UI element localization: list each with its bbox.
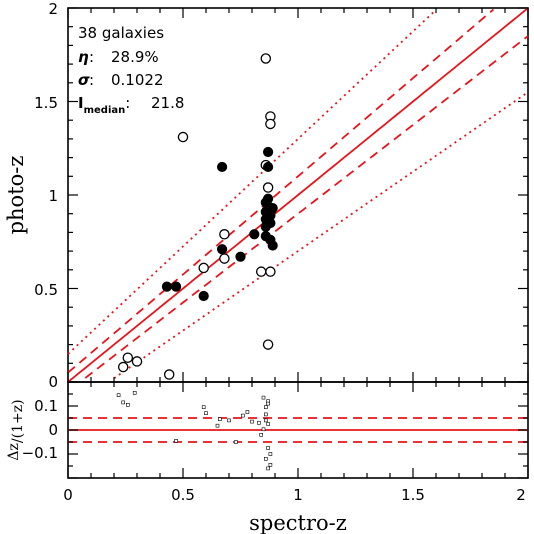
open-point bbox=[260, 53, 272, 64]
residual-point bbox=[261, 427, 266, 432]
sigma-colon: : bbox=[89, 71, 94, 89]
filled-point bbox=[267, 240, 278, 251]
sigma-value: 0.1022 bbox=[111, 71, 164, 89]
residual-y-axis-title: Δz/(1+z) bbox=[6, 399, 26, 460]
residual-point bbox=[227, 418, 231, 423]
lower-dotted-line bbox=[113, 91, 529, 380]
residual-point bbox=[116, 393, 121, 398]
open-point bbox=[262, 339, 274, 350]
residual-point bbox=[250, 419, 254, 424]
residual-point bbox=[268, 452, 273, 456]
filled-point bbox=[263, 146, 274, 158]
filled-point bbox=[267, 202, 278, 214]
x-tick-label: 0 bbox=[63, 486, 73, 504]
x-tick-label: 0.5 bbox=[171, 486, 195, 504]
open-point bbox=[265, 266, 276, 277]
lower-dashed-line bbox=[84, 35, 529, 379]
residual-point bbox=[266, 401, 270, 406]
main-y-tick-label: 0.5 bbox=[34, 281, 58, 299]
filled-point bbox=[235, 251, 246, 262]
open-point bbox=[219, 253, 230, 264]
open-point bbox=[262, 182, 274, 193]
eta-value: 28.9% bbox=[111, 48, 159, 66]
filled-point bbox=[249, 229, 260, 240]
residual-point bbox=[259, 432, 264, 437]
main-reference-lines bbox=[67, 7, 529, 383]
filled-point bbox=[263, 193, 274, 204]
residual-reference-lines bbox=[68, 417, 528, 443]
open-point bbox=[219, 229, 230, 240]
main-y-tick-label: 1.5 bbox=[34, 94, 58, 112]
residual-point bbox=[263, 418, 268, 423]
residual-point bbox=[263, 412, 268, 417]
residual-y-axis-title-rest: /(1+z) bbox=[10, 399, 26, 443]
open-point bbox=[177, 131, 189, 143]
residual-point bbox=[121, 400, 125, 405]
open-point bbox=[122, 352, 134, 363]
open-point bbox=[198, 262, 209, 274]
filled-point bbox=[217, 244, 228, 255]
residual-y-tick-label: −0.1 bbox=[22, 444, 58, 462]
sigma-symbol: σ bbox=[78, 71, 90, 89]
residual-point bbox=[266, 422, 270, 426]
residual-point bbox=[261, 395, 266, 400]
eta-colon: : bbox=[89, 48, 94, 66]
residual-point bbox=[263, 456, 268, 461]
galaxy-count: 38 galaxies bbox=[78, 24, 164, 42]
x-tick-label: 1 bbox=[293, 486, 303, 504]
main-y-tick-label: 0 bbox=[48, 373, 58, 391]
x-tick-label: 1.5 bbox=[401, 486, 425, 504]
residual-point bbox=[218, 417, 222, 422]
filled-point bbox=[161, 281, 172, 292]
residual-point bbox=[257, 420, 261, 425]
residual-point bbox=[234, 440, 238, 444]
residual-point bbox=[132, 390, 137, 395]
residual-point bbox=[245, 410, 250, 414]
x-tick-label: 2 bbox=[516, 486, 526, 504]
eta-symbol: η bbox=[78, 48, 89, 66]
residual-point bbox=[241, 413, 245, 418]
residual-y-tick-label: 0 bbox=[48, 421, 58, 439]
residual-point bbox=[126, 402, 130, 407]
one-to-one-line bbox=[67, 7, 529, 383]
main-y-tick-label: 2 bbox=[48, 0, 58, 18]
residual-point bbox=[268, 462, 273, 467]
residual-point bbox=[266, 466, 270, 471]
upper-dashed-line bbox=[67, 8, 495, 374]
filled-point bbox=[263, 161, 274, 173]
residual-point bbox=[204, 411, 208, 416]
residual-point bbox=[174, 438, 178, 443]
residual-y-axis-title-delta: Δz bbox=[6, 443, 22, 461]
residual-point bbox=[215, 423, 220, 428]
axis-ticks bbox=[67, 7, 529, 479]
open-point bbox=[163, 369, 175, 380]
filled-point bbox=[265, 217, 276, 229]
main-y-axis-title: photo-z bbox=[4, 156, 28, 235]
imedian-subscript: median bbox=[84, 105, 126, 116]
residual-point bbox=[263, 405, 268, 410]
imedian-label: Imedian: bbox=[78, 94, 130, 116]
residual-point bbox=[201, 405, 206, 410]
main-y-tick-label: 1 bbox=[48, 187, 58, 205]
imedian-letter: I bbox=[78, 94, 84, 112]
open-point bbox=[255, 266, 267, 277]
filled-point bbox=[217, 161, 228, 173]
open-point bbox=[131, 356, 143, 367]
residual-point bbox=[266, 446, 270, 450]
filled-point bbox=[198, 290, 209, 302]
imedian-value: 21.8 bbox=[151, 94, 184, 112]
open-point bbox=[117, 361, 129, 373]
residual-y-tick-label: 0.1 bbox=[34, 397, 58, 415]
filled-point bbox=[171, 281, 182, 292]
imedian-colon: : bbox=[125, 94, 130, 112]
open-point bbox=[265, 118, 276, 130]
main-data-points bbox=[117, 53, 278, 380]
x-axis-title: spectro-z bbox=[249, 511, 347, 534]
residual-data-points bbox=[116, 390, 273, 471]
